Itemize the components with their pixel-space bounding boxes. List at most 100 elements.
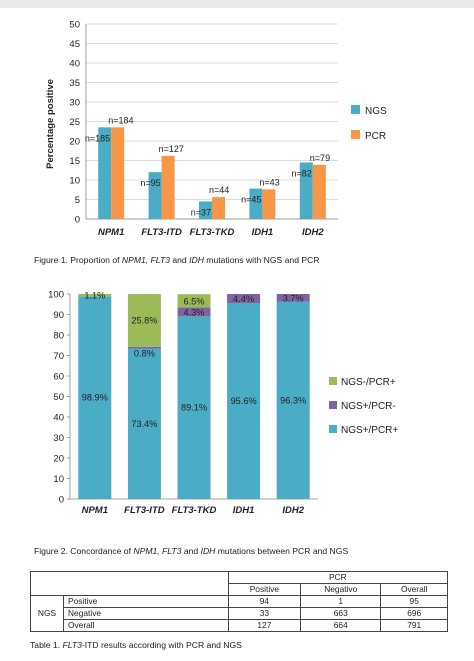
chart1-bar: [299, 162, 313, 219]
table-row-label: Overall: [63, 619, 229, 632]
chart2-ytick-label: 70: [53, 351, 64, 362]
chart2-ytick-label: 20: [53, 454, 64, 465]
chart1-legend-label: PCR: [365, 131, 386, 142]
chart1-bar: [312, 164, 326, 219]
table-cell: 663: [300, 607, 382, 620]
chart1-bar: [249, 188, 263, 219]
table-col-header: Overall: [380, 583, 448, 596]
chart1-bar: [111, 127, 125, 219]
table-row: NGS Positive 94 1 95: [30, 595, 448, 632]
top-strip: [0, 0, 474, 8]
chart2-data-label: 95.6%: [231, 396, 257, 406]
chart2-category-label: NPM1: [82, 505, 108, 516]
chart2-ytick-label: 90: [53, 310, 64, 321]
chart2-bar-segment: [78, 294, 112, 297]
chart1-data-label: n=79: [310, 153, 330, 163]
chart2-ytick-label: 80: [53, 331, 64, 342]
chart1-bar: [161, 155, 175, 219]
chart2-bar-segment: [78, 296, 112, 499]
chart2-data-label: 4.4%: [233, 294, 254, 304]
chart1-data-label: n=95: [140, 178, 160, 188]
chart2-bar-segment: [177, 294, 211, 308]
chart1-bar: [199, 201, 212, 219]
table-row-label: Positive: [63, 595, 229, 608]
chart1-bar: [262, 189, 276, 219]
table-cell: 696: [380, 607, 448, 620]
chart-2: 0 10 20 30 40 50 60 70 80 90 100 NPM1 98.9% 1.1% FLT3-…: [48, 290, 398, 517]
chart1-legend-swatch: [351, 105, 360, 114]
figure2-caption: Figure 2. Concordance of NPM1, FLT3 and …: [34, 546, 349, 556]
chart2-ytick-label: 40: [53, 413, 64, 424]
table-row: Overall 127 664 791: [31, 619, 448, 632]
chart2-ytick-label: 60: [53, 372, 64, 383]
chart2-legend-label: NGS+/PCR+: [341, 425, 398, 436]
chart2-legend-label: NGS-/PCR+: [341, 377, 396, 388]
table-cell: 791: [380, 619, 448, 632]
chart2-ytick-label: 30: [53, 433, 64, 444]
chart1-category-label: IDH2: [302, 227, 324, 238]
chart1-ytick-label: 50: [69, 20, 80, 31]
chart1-ylabel: Percentage positive: [45, 79, 56, 169]
chart2-data-label: 1.1%: [84, 291, 105, 301]
chart2-legend-swatch: [329, 401, 337, 409]
table-corner: [30, 571, 229, 596]
chart2-ytick-label: 10: [53, 474, 64, 485]
chart2-data-label: 96.3%: [280, 395, 306, 405]
chart1-bar: [98, 127, 112, 219]
chart2-data-label: 25.8%: [131, 315, 157, 325]
chart2-ytick-label: 50: [53, 392, 64, 403]
chart2-bar-segment: [127, 294, 161, 347]
chart2-bar-segment: [227, 294, 261, 304]
chart2-data-label: 98.9%: [82, 393, 108, 403]
chart1-data-label: n=127: [159, 144, 184, 154]
chart2-legend-swatch: [329, 425, 337, 433]
chart2-data-label: 89.1%: [181, 403, 207, 413]
chart1-category-label: IDH1: [252, 227, 274, 238]
chart1-data-label: n=37: [191, 207, 211, 217]
chart1-data-label: n=45: [241, 195, 261, 205]
chart1-legend-swatch: [351, 130, 360, 139]
chart2-bar-segment: [177, 316, 211, 499]
table-pcr-header: PCR: [227, 571, 449, 584]
chart2-data-label: 73.4%: [131, 419, 157, 429]
chart1-ytick-label: 20: [69, 137, 80, 148]
chart1-data-label: n=185: [85, 133, 110, 143]
chart1-data-label: n=43: [259, 177, 279, 187]
chart2-data-label: 0.8%: [134, 349, 155, 359]
table-ngs-label: NGS: [30, 595, 64, 632]
table-row-label: Negative: [63, 607, 229, 620]
chart2-bar-segment: [227, 303, 261, 499]
chart2-data-label: 3.7%: [283, 293, 304, 303]
chart2-bar-segment: [177, 307, 211, 317]
chart1-ytick-label: 25: [69, 117, 80, 128]
chart2-legend-label: NGS+/PCR-: [341, 401, 396, 412]
chart2-category-label: IDH1: [233, 505, 255, 516]
chart1-ytick-label: 40: [69, 59, 80, 70]
chart2-data-label: 4.3%: [184, 307, 205, 317]
chart1-ytick-label: 15: [69, 156, 80, 167]
chart1-ytick-label: 30: [69, 98, 80, 109]
table-cell: 33: [227, 607, 302, 620]
chart1-ytick-label: 5: [75, 195, 80, 206]
chart2-category-label: FLT3-TKD: [172, 505, 217, 516]
results-table: PCR Positive Negativo Overall NGS Positi…: [30, 571, 449, 632]
table-col-header: Positive: [227, 583, 302, 596]
chart2-data-label: 6.5%: [184, 296, 205, 306]
chart2-category-label: FLT3-ITD: [124, 505, 165, 516]
chart1-ytick-label: 45: [69, 39, 80, 50]
chart1-bar: [212, 197, 225, 219]
chart1-legend-label: NGS: [365, 106, 387, 117]
chart1-data-label: n=184: [108, 115, 133, 125]
table-cell: 95: [380, 595, 448, 608]
table-caption: Table 1. FLT3-ITD results according with…: [30, 640, 242, 650]
chart2-ytick-label: 0: [59, 495, 64, 506]
table-col-header: Negativo: [300, 583, 382, 596]
chart-1: Percentage positive 0 5 10 15 20 25 30 35 40 45 50…: [45, 20, 387, 239]
chart1-ytick-label: 10: [69, 176, 80, 187]
table-cell: 1: [300, 595, 382, 608]
chart1-category-label: NPM1: [98, 227, 124, 238]
chart2-legend-swatch: [329, 377, 337, 385]
chart2-bar-segment: [127, 348, 161, 499]
table-cell: 127: [227, 619, 302, 632]
chart1-category-label: FLT3-ITD: [141, 227, 182, 238]
